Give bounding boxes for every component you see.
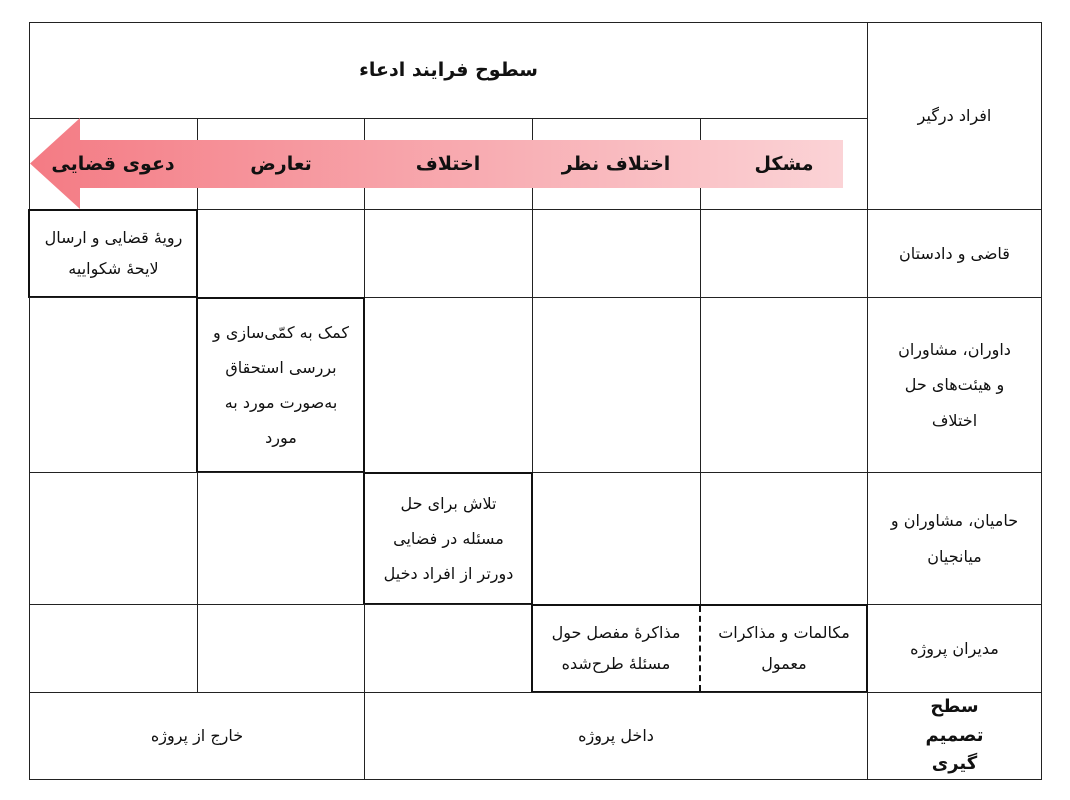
inside-text: داخل پروژه <box>578 726 654 746</box>
involved-header: افراد درگیر <box>867 22 1042 210</box>
empty-cell <box>364 209 533 298</box>
activity-sponsors: تلاش برای حل مسئله در فضایی دورتر از افر… <box>364 472 533 605</box>
row-label-judges: قاضی و دادستان <box>867 209 1042 298</box>
involved-label: افراد درگیر <box>917 106 992 126</box>
empty-cell <box>364 297 533 473</box>
activity-text: مذاکرهٔ مفصل حول مسئلهٔ طرح‌شده <box>551 623 681 673</box>
title-text: سطوح فرایند ادعاء <box>359 58 538 81</box>
empty-cell <box>364 604 533 693</box>
activity-text: تلاش برای حل مسئله در فضایی دورتر از افر… <box>383 493 514 584</box>
empty-cell <box>532 472 701 605</box>
empty-cell <box>700 297 868 473</box>
empty-cell <box>29 472 198 605</box>
row-label: داوران، مشاوران و هیئت‌های حل اختلاف <box>898 340 1011 430</box>
escalation-arrow <box>30 118 843 209</box>
activity-managers-detailed: مذاکرهٔ مفصل حول مسئلهٔ طرح‌شده <box>532 604 700 693</box>
decision-level-label: سطح تصمیم گیری <box>867 692 1042 780</box>
empty-cell <box>29 297 198 473</box>
stage-disagreement: اختلاف نظر <box>561 153 671 175</box>
row-label-managers: مدیران پروژه <box>867 604 1042 693</box>
activity-text: مکالمات و مذاکرات معمول <box>718 623 850 673</box>
table-title: سطوح فرایند ادعاء <box>29 22 868 119</box>
row-label: مدیران پروژه <box>910 638 999 658</box>
outside-text: خارج از پروژه <box>150 726 244 746</box>
footer-label: سطح تصمیم گیری <box>925 695 984 775</box>
activity-arbitrators: کمک به کمّی‌سازی و بررسی استحقاق به‌صورت… <box>197 297 365 473</box>
empty-cell <box>197 209 365 298</box>
stage-problem: مشکل <box>754 153 814 175</box>
arrow-shape <box>30 118 843 209</box>
activity-text: رویهٔ قضایی و ارسال لایحهٔ شکواییه <box>44 228 183 278</box>
row-label: قاضی و دادستان <box>899 243 1010 263</box>
dashed-divider <box>699 606 701 691</box>
outside-project: خارج از پروژه <box>29 692 365 780</box>
activity-managers-routine: مکالمات و مذاکرات معمول <box>700 604 868 693</box>
empty-cell <box>532 209 701 298</box>
stage-litigation: دعوی قضایی <box>51 153 175 175</box>
stage-conflict: تعارض <box>250 153 312 175</box>
empty-cell <box>700 209 868 298</box>
row-label: حامیان، مشاوران و میانجیان <box>890 511 1019 566</box>
empty-cell <box>197 604 365 693</box>
activity-judges: رویهٔ قضایی و ارسال لایحهٔ شکواییه <box>29 209 198 298</box>
activity-text: کمک به کمّی‌سازی و بررسی استحقاق به‌صورت… <box>213 322 349 448</box>
empty-cell <box>197 472 365 605</box>
empty-cell <box>700 472 868 605</box>
row-label-sponsors: حامیان، مشاوران و میانجیان <box>867 472 1042 605</box>
stage-dispute: اختلاف <box>415 153 481 175</box>
row-label-arbitrators: داوران، مشاوران و هیئت‌های حل اختلاف <box>867 297 1042 473</box>
inside-project: داخل پروژه <box>364 692 868 780</box>
empty-cell <box>29 604 198 693</box>
empty-cell <box>532 297 701 473</box>
